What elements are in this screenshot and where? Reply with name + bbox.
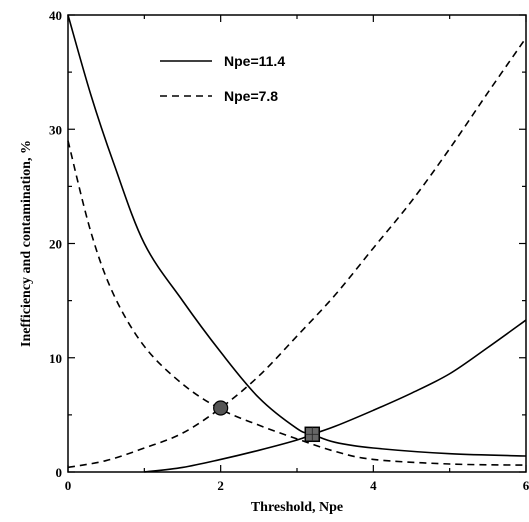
legend-label-npe-7-8: Npe=7.8 — [224, 88, 278, 104]
y-tick-label: 20 — [49, 237, 62, 252]
plot-border — [67, 14, 527, 473]
series-0-curve-1 — [144, 319, 527, 473]
plot-frame — [67, 14, 527, 473]
y-axis-title: Inefficiency and contamination, % — [19, 140, 34, 347]
data-markers — [213, 400, 321, 443]
x-tick-label: 6 — [523, 478, 529, 493]
x-tick-label: 2 — [217, 478, 224, 493]
legend: Npe=11.4 Npe=7.8 — [160, 53, 285, 104]
legend-label-npe-11-4: Npe=11.4 — [224, 53, 285, 69]
x-tick-label: 0 — [65, 478, 72, 493]
y-tick-label: 10 — [49, 351, 62, 366]
y-tick-label: 40 — [49, 8, 62, 23]
x-axis-title: Threshold, Npe — [251, 500, 343, 515]
series-0-curve-0 — [67, 14, 527, 457]
axis-tick-labels: 0 2 4 6 0 10 20 30 40 — [49, 8, 529, 493]
x-tick-label: 4 — [370, 478, 377, 493]
data-curves — [67, 14, 527, 473]
series-1-curve-1 — [67, 37, 527, 469]
y-tick-label: 30 — [49, 122, 62, 137]
axis-ticks — [67, 14, 527, 473]
series-1-curve-0 — [67, 140, 527, 466]
y-tick-label: 0 — [56, 465, 63, 480]
circle-marker — [213, 400, 229, 416]
